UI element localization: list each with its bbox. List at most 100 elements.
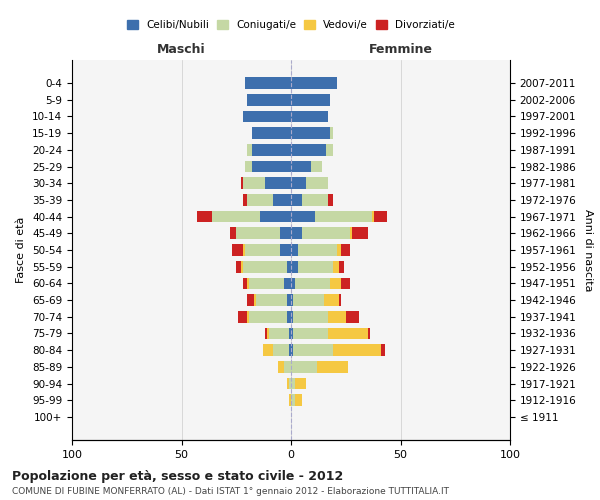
Bar bbox=[291, 344, 293, 356]
Bar bbox=[197, 211, 212, 222]
Bar bbox=[241, 178, 243, 189]
Y-axis label: Fasce di età: Fasce di età bbox=[16, 217, 26, 283]
Bar bbox=[247, 278, 250, 289]
Bar bbox=[291, 328, 293, 340]
Bar bbox=[238, 311, 247, 322]
Bar bbox=[293, 328, 328, 340]
Bar bbox=[247, 194, 274, 206]
Bar bbox=[236, 261, 241, 272]
Bar bbox=[331, 278, 341, 289]
Bar bbox=[291, 311, 293, 322]
Bar bbox=[243, 194, 247, 206]
Bar bbox=[291, 278, 295, 289]
Bar bbox=[291, 178, 307, 189]
Bar bbox=[243, 244, 245, 256]
Bar bbox=[298, 261, 332, 272]
Bar bbox=[287, 294, 291, 306]
Text: Popolazione per età, sesso e stato civile - 2012: Popolazione per età, sesso e stato civil… bbox=[12, 470, 343, 483]
Bar bbox=[291, 361, 317, 372]
Bar bbox=[324, 294, 339, 306]
Bar bbox=[251, 160, 291, 172]
Bar bbox=[287, 311, 291, 322]
Bar bbox=[291, 211, 315, 222]
Bar bbox=[295, 278, 331, 289]
Bar bbox=[311, 160, 322, 172]
Bar bbox=[341, 278, 350, 289]
Bar bbox=[250, 311, 287, 322]
Bar bbox=[381, 344, 385, 356]
Bar bbox=[291, 394, 295, 406]
Bar bbox=[241, 261, 243, 272]
Bar bbox=[350, 228, 352, 239]
Bar bbox=[289, 378, 291, 390]
Bar bbox=[243, 178, 265, 189]
Bar bbox=[293, 294, 324, 306]
Bar bbox=[291, 378, 295, 390]
Bar bbox=[291, 194, 302, 206]
Bar bbox=[374, 211, 388, 222]
Bar bbox=[372, 211, 374, 222]
Bar bbox=[247, 144, 251, 156]
Bar bbox=[293, 311, 328, 322]
Bar bbox=[284, 278, 291, 289]
Bar bbox=[263, 344, 274, 356]
Bar bbox=[256, 294, 287, 306]
Bar bbox=[243, 278, 247, 289]
Bar bbox=[245, 160, 251, 172]
Bar bbox=[278, 361, 284, 372]
Bar bbox=[289, 394, 291, 406]
Bar bbox=[302, 194, 328, 206]
Bar bbox=[352, 228, 368, 239]
Bar bbox=[280, 228, 291, 239]
Y-axis label: Anni di nascita: Anni di nascita bbox=[583, 209, 593, 291]
Bar bbox=[302, 228, 350, 239]
Bar bbox=[289, 344, 291, 356]
Bar bbox=[212, 211, 260, 222]
Bar bbox=[293, 344, 332, 356]
Text: Femmine: Femmine bbox=[368, 43, 433, 56]
Bar bbox=[267, 328, 269, 340]
Bar bbox=[245, 244, 280, 256]
Bar bbox=[251, 144, 291, 156]
Bar bbox=[326, 144, 332, 156]
Bar bbox=[317, 361, 348, 372]
Bar bbox=[291, 144, 326, 156]
Bar bbox=[291, 160, 311, 172]
Bar bbox=[289, 328, 291, 340]
Bar bbox=[295, 378, 307, 390]
Bar bbox=[230, 228, 236, 239]
Bar bbox=[287, 261, 291, 272]
Bar bbox=[245, 78, 291, 89]
Bar bbox=[247, 294, 254, 306]
Bar bbox=[280, 244, 291, 256]
Bar bbox=[291, 94, 331, 106]
Bar bbox=[284, 361, 291, 372]
Legend: Celibi/Nubili, Coniugati/e, Vedovi/e, Divorziati/e: Celibi/Nubili, Coniugati/e, Vedovi/e, Di… bbox=[123, 16, 459, 34]
Bar bbox=[328, 194, 332, 206]
Bar bbox=[250, 278, 284, 289]
Bar bbox=[236, 228, 280, 239]
Bar bbox=[269, 328, 289, 340]
Bar bbox=[291, 110, 328, 122]
Bar bbox=[274, 194, 291, 206]
Bar bbox=[232, 244, 243, 256]
Bar bbox=[328, 328, 368, 340]
Bar bbox=[332, 344, 381, 356]
Bar bbox=[291, 128, 331, 139]
Bar bbox=[291, 78, 337, 89]
Bar bbox=[368, 328, 370, 340]
Bar bbox=[307, 178, 328, 189]
Bar bbox=[337, 244, 341, 256]
Bar bbox=[315, 211, 372, 222]
Bar bbox=[341, 244, 350, 256]
Bar bbox=[339, 261, 344, 272]
Text: Maschi: Maschi bbox=[157, 43, 206, 56]
Bar bbox=[243, 110, 291, 122]
Bar bbox=[254, 294, 256, 306]
Bar bbox=[274, 344, 289, 356]
Bar bbox=[287, 378, 289, 390]
Bar bbox=[291, 261, 298, 272]
Bar bbox=[243, 261, 287, 272]
Bar bbox=[247, 94, 291, 106]
Bar bbox=[339, 294, 341, 306]
